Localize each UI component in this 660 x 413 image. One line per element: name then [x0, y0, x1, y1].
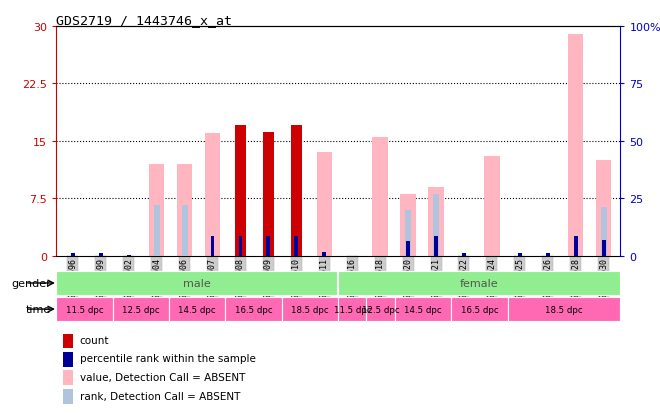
Text: 18.5 dpc: 18.5 dpc [291, 305, 329, 314]
Bar [154, 206, 160, 256]
Bar [177, 164, 192, 256]
Bar [602, 240, 606, 256]
Bar [291, 126, 302, 256]
Bar [601, 208, 607, 256]
Bar [294, 237, 298, 256]
Bar [149, 164, 164, 256]
Bar [56, 297, 112, 321]
Bar [508, 297, 620, 321]
Bar [263, 132, 274, 256]
Bar [596, 161, 611, 256]
Bar [395, 297, 451, 321]
Bar [451, 297, 508, 321]
Text: 18.5 dpc: 18.5 dpc [545, 305, 583, 314]
Bar [282, 297, 338, 321]
Bar [182, 206, 187, 256]
Bar [462, 253, 466, 256]
Bar [338, 271, 620, 295]
Bar [405, 210, 411, 256]
Bar [267, 236, 271, 256]
Text: percentile rank within the sample: percentile rank within the sample [80, 354, 255, 363]
Bar [546, 253, 550, 256]
Bar [127, 255, 131, 256]
Text: GDS2719 / 1443746_x_at: GDS2719 / 1443746_x_at [56, 14, 232, 27]
Bar [63, 370, 73, 385]
Bar [56, 271, 338, 295]
Text: 14.5 dpc: 14.5 dpc [404, 305, 442, 314]
Bar [433, 194, 439, 256]
Bar [63, 352, 73, 367]
Bar [428, 188, 444, 256]
Bar [169, 297, 226, 321]
Bar [63, 334, 73, 349]
Bar [338, 297, 366, 321]
Bar [63, 389, 73, 404]
Bar [211, 237, 214, 256]
Text: rank, Detection Call = ABSENT: rank, Detection Call = ABSENT [80, 391, 240, 401]
Bar [317, 153, 332, 256]
Text: 14.5 dpc: 14.5 dpc [178, 305, 216, 314]
Bar [112, 297, 169, 321]
Bar [205, 134, 220, 256]
Text: time: time [26, 304, 51, 314]
Text: 11.5 dpc: 11.5 dpc [333, 305, 371, 314]
Bar [99, 253, 103, 256]
Bar [434, 237, 438, 256]
Bar [322, 253, 326, 256]
Bar [484, 157, 500, 256]
Bar [518, 253, 522, 256]
Bar [574, 237, 578, 256]
Bar [238, 237, 242, 256]
Bar [235, 126, 246, 256]
Bar [71, 254, 75, 256]
Bar [372, 138, 388, 256]
Text: 12.5 dpc: 12.5 dpc [362, 305, 399, 314]
Text: male: male [183, 278, 211, 288]
Bar [406, 241, 410, 256]
Text: 16.5 dpc: 16.5 dpc [235, 305, 273, 314]
Text: female: female [460, 278, 499, 288]
Text: value, Detection Call = ABSENT: value, Detection Call = ABSENT [80, 372, 245, 382]
Text: count: count [80, 335, 110, 345]
Text: 16.5 dpc: 16.5 dpc [461, 305, 498, 314]
Text: 11.5 dpc: 11.5 dpc [65, 305, 103, 314]
Bar [401, 195, 416, 256]
Bar [366, 297, 395, 321]
Text: 12.5 dpc: 12.5 dpc [122, 305, 160, 314]
Bar [225, 297, 282, 321]
Text: gender: gender [11, 278, 51, 288]
Bar [568, 35, 583, 256]
